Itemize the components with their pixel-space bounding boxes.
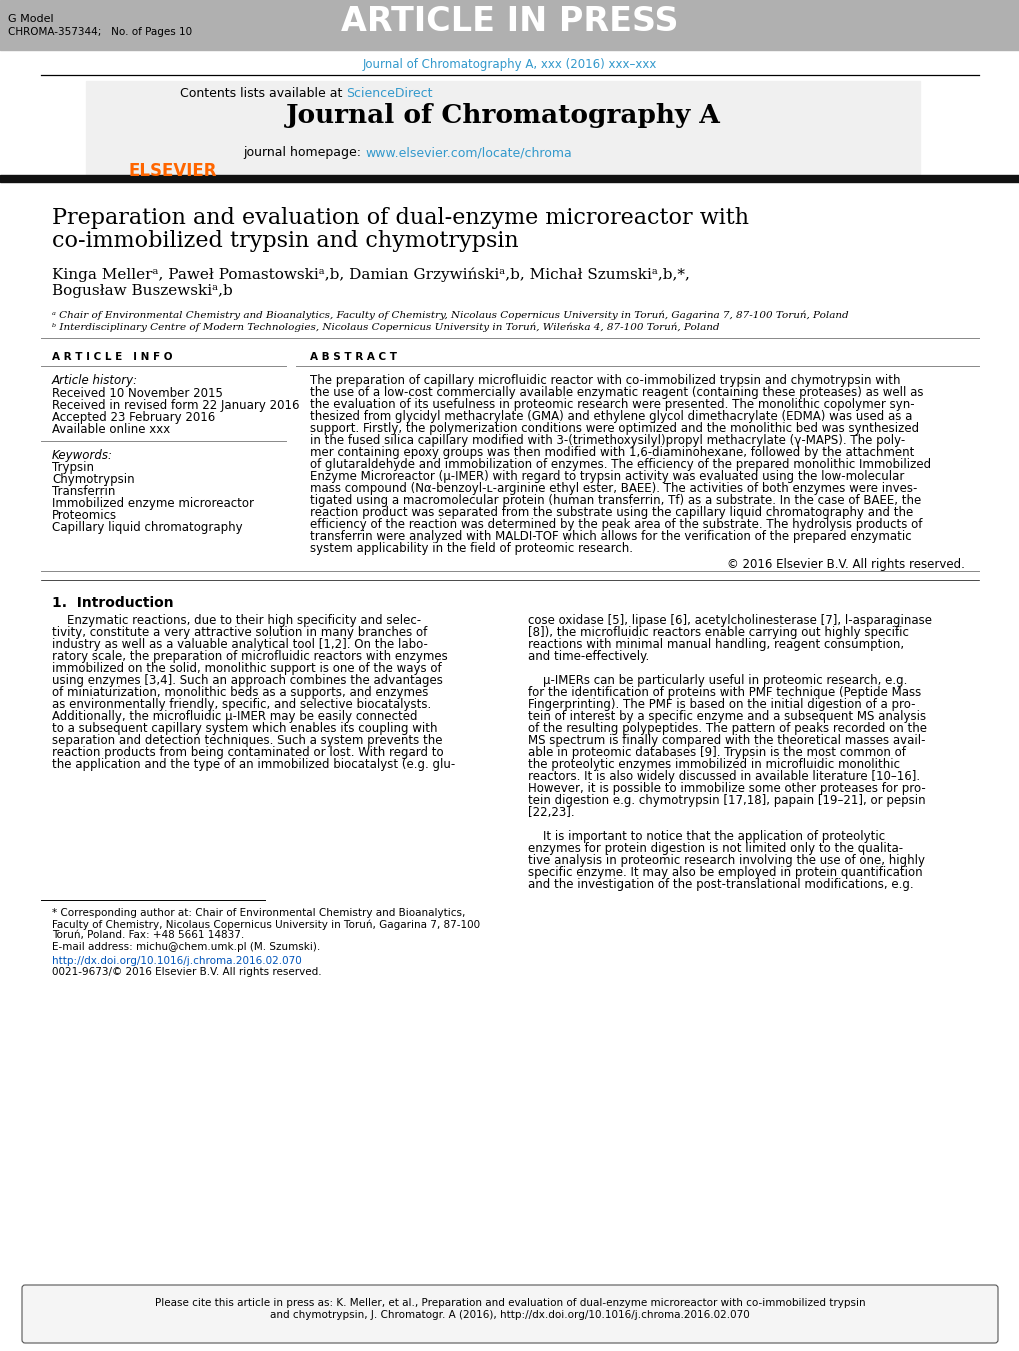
Text: reaction product was separated from the substrate using the capillary liquid chr: reaction product was separated from the … xyxy=(310,507,912,519)
Text: Preparation and evaluation of dual-enzyme microreactor with: Preparation and evaluation of dual-enzym… xyxy=(52,207,748,230)
Text: Fingerprinting). The PMF is based on the initial digestion of a pro-: Fingerprinting). The PMF is based on the… xyxy=(528,698,915,711)
Text: Contents lists available at: Contents lists available at xyxy=(179,86,345,100)
Text: http://dx.doi.org/10.1016/j.chroma.2016.02.070: http://dx.doi.org/10.1016/j.chroma.2016.… xyxy=(52,957,302,966)
Text: tivity, constitute a very attractive solution in many branches of: tivity, constitute a very attractive sol… xyxy=(52,626,427,639)
Text: * Corresponding author at: Chair of Environmental Chemistry and Bioanalytics,: * Corresponding author at: Chair of Envi… xyxy=(52,908,465,917)
Text: reaction products from being contaminated or lost. With regard to: reaction products from being contaminate… xyxy=(52,746,443,759)
Text: ELSEVIER: ELSEVIER xyxy=(127,162,216,180)
Text: reactors. It is also widely discussed in available literature [10–16].: reactors. It is also widely discussed in… xyxy=(528,770,919,784)
Text: ScienceDirect: ScienceDirect xyxy=(345,86,432,100)
Text: able in proteomic databases [9]. Trypsin is the most common of: able in proteomic databases [9]. Trypsin… xyxy=(528,746,905,759)
Text: efficiency of the reaction was determined by the peak area of the substrate. The: efficiency of the reaction was determine… xyxy=(310,517,921,531)
Text: mer containing epoxy groups was then modified with 1,6-diaminohexane, followed b: mer containing epoxy groups was then mod… xyxy=(310,446,913,459)
Text: immobilized on the solid, monolithic support is one of the ways of: immobilized on the solid, monolithic sup… xyxy=(52,662,441,676)
Text: Proteomics: Proteomics xyxy=(52,509,117,521)
Text: co-immobilized trypsin and chymotrypsin: co-immobilized trypsin and chymotrypsin xyxy=(52,230,518,253)
Text: © 2016 Elsevier B.V. All rights reserved.: © 2016 Elsevier B.V. All rights reserved… xyxy=(727,558,964,571)
Text: mass compound (Nα-benzoyl-ʟ-arginine ethyl ester, BAEE). The activities of both : mass compound (Nα-benzoyl-ʟ-arginine eth… xyxy=(310,482,916,494)
Text: to a subsequent capillary system which enables its coupling with: to a subsequent capillary system which e… xyxy=(52,721,437,735)
Text: Received in revised form 22 January 2016: Received in revised form 22 January 2016 xyxy=(52,399,300,412)
Text: Trypsin: Trypsin xyxy=(52,461,94,474)
Text: CHROMA-357344;   No. of Pages 10: CHROMA-357344; No. of Pages 10 xyxy=(8,27,192,36)
Text: as environmentally friendly, specific, and selective biocatalysts.: as environmentally friendly, specific, a… xyxy=(52,698,431,711)
Text: ᵃ Chair of Environmental Chemistry and Bioanalytics, Faculty of Chemistry, Nicol: ᵃ Chair of Environmental Chemistry and B… xyxy=(52,309,848,319)
Text: G Model: G Model xyxy=(8,14,54,24)
Text: Journal of Chromatography A, xxx (2016) xxx–xxx: Journal of Chromatography A, xxx (2016) … xyxy=(363,58,656,72)
Text: transferrin were analyzed with MALDI-TOF which allows for the verification of th: transferrin were analyzed with MALDI-TOF… xyxy=(310,530,911,543)
Text: Accepted 23 February 2016: Accepted 23 February 2016 xyxy=(52,411,215,424)
Text: the application and the type of an immobilized biocatalyst (e.g. glu-: the application and the type of an immob… xyxy=(52,758,454,771)
Text: [8]), the microfluidic reactors enable carrying out highly specific: [8]), the microfluidic reactors enable c… xyxy=(528,626,908,639)
Text: MS spectrum is finally compared with the theoretical masses avail-: MS spectrum is finally compared with the… xyxy=(528,734,924,747)
Bar xyxy=(86,81,919,174)
Text: 0021-9673/© 2016 Elsevier B.V. All rights reserved.: 0021-9673/© 2016 Elsevier B.V. All right… xyxy=(52,967,321,977)
Text: the use of a low-cost commercially available enzymatic reagent (containing these: the use of a low-cost commercially avail… xyxy=(310,386,922,399)
Text: and time-effectively.: and time-effectively. xyxy=(528,650,649,663)
Text: Bogusław Buszewskiᵃ,b: Bogusław Buszewskiᵃ,b xyxy=(52,284,232,299)
Text: Enzyme Microreactor (μ-IMER) with regard to trypsin activity was evaluated using: Enzyme Microreactor (μ-IMER) with regard… xyxy=(310,470,904,484)
Text: separation and detection techniques. Such a system prevents the: separation and detection techniques. Suc… xyxy=(52,734,442,747)
Text: reactions with minimal manual handling, reagent consumption,: reactions with minimal manual handling, … xyxy=(528,638,903,651)
Text: thesized from glycidyl methacrylate (GMA) and ethylene glycol dimethacrylate (ED: thesized from glycidyl methacrylate (GMA… xyxy=(310,409,911,423)
Text: Capillary liquid chromatography: Capillary liquid chromatography xyxy=(52,521,243,534)
Text: Please cite this article in press as: K. Meller, et al., Preparation and evaluat: Please cite this article in press as: K.… xyxy=(155,1298,864,1308)
Text: Chymotrypsin: Chymotrypsin xyxy=(52,473,135,486)
Text: the evaluation of its usefulness in proteomic research were presented. The monol: the evaluation of its usefulness in prot… xyxy=(310,399,914,411)
Text: It is important to notice that the application of proteolytic: It is important to notice that the appli… xyxy=(528,830,884,843)
Bar xyxy=(0,0,1019,50)
Text: and the investigation of the post-translational modifications, e.g.: and the investigation of the post-transl… xyxy=(528,878,913,892)
Text: ᵇ Interdisciplinary Centre of Modern Technologies, Nicolaus Copernicus Universit: ᵇ Interdisciplinary Centre of Modern Tec… xyxy=(52,323,718,332)
Text: enzymes for protein digestion is not limited only to the qualita-: enzymes for protein digestion is not lim… xyxy=(528,842,902,855)
Text: Enzymatic reactions, due to their high specificity and selec-: Enzymatic reactions, due to their high s… xyxy=(52,613,421,627)
Text: ratory scale, the preparation of microfluidic reactors with enzymes: ratory scale, the preparation of microfl… xyxy=(52,650,447,663)
Text: in the fused silica capillary modified with 3-(trimethoxysilyl)propyl methacryla: in the fused silica capillary modified w… xyxy=(310,434,905,447)
Text: using enzymes [3,4]. Such an approach combines the advantages: using enzymes [3,4]. Such an approach co… xyxy=(52,674,442,688)
Text: Immobilized enzyme microreactor: Immobilized enzyme microreactor xyxy=(52,497,254,509)
Text: industry as well as a valuable analytical tool [1,2]. On the labo-: industry as well as a valuable analytica… xyxy=(52,638,427,651)
Text: system applicability in the field of proteomic research.: system applicability in the field of pro… xyxy=(310,542,633,555)
Text: www.elsevier.com/locate/chroma: www.elsevier.com/locate/chroma xyxy=(365,146,572,159)
Text: specific enzyme. It may also be employed in protein quantification: specific enzyme. It may also be employed… xyxy=(528,866,922,880)
Text: 1.  Introduction: 1. Introduction xyxy=(52,596,173,611)
Text: for the identification of proteins with PMF technique (Peptide Mass: for the identification of proteins with … xyxy=(528,686,920,698)
Bar xyxy=(0,176,1019,182)
Text: tive analysis in proteomic research involving the use of one, highly: tive analysis in proteomic research invo… xyxy=(528,854,924,867)
Text: Toruń, Poland. Fax: +48 5661 14837.: Toruń, Poland. Fax: +48 5661 14837. xyxy=(52,929,244,940)
Text: of miniaturization, monolithic beds as a supports, and enzymes: of miniaturization, monolithic beds as a… xyxy=(52,686,428,698)
Text: Transferrin: Transferrin xyxy=(52,485,115,499)
Text: [22,23].: [22,23]. xyxy=(528,807,574,819)
Text: μ-IMERs can be particularly useful in proteomic research, e.g.: μ-IMERs can be particularly useful in pr… xyxy=(528,674,907,688)
Text: tein of interest by a specific enzyme and a subsequent MS analysis: tein of interest by a specific enzyme an… xyxy=(528,711,925,723)
Text: and chymotrypsin, J. Chromatogr. A (2016), http://dx.doi.org/10.1016/j.chroma.20: and chymotrypsin, J. Chromatogr. A (2016… xyxy=(270,1310,749,1320)
Text: E-mail address: michu@chem.umk.pl (M. Szumski).: E-mail address: michu@chem.umk.pl (M. Sz… xyxy=(52,942,320,952)
Text: support. Firstly, the polymerization conditions were optimized and the monolithi: support. Firstly, the polymerization con… xyxy=(310,422,918,435)
Text: A R T I C L E   I N F O: A R T I C L E I N F O xyxy=(52,353,172,362)
Text: Received 10 November 2015: Received 10 November 2015 xyxy=(52,386,223,400)
Text: of the resulting polypeptides. The pattern of peaks recorded on the: of the resulting polypeptides. The patte… xyxy=(528,721,926,735)
Text: Kinga Mellerᵃ, Paweł Pomastowskiᵃ,b, Damian Grzywińskiᵃ,b, Michał Szumskiᵃ,b,*,: Kinga Mellerᵃ, Paweł Pomastowskiᵃ,b, Dam… xyxy=(52,267,689,281)
FancyBboxPatch shape xyxy=(22,1285,997,1343)
Text: Available online xxx: Available online xxx xyxy=(52,423,170,436)
Text: Article history:: Article history: xyxy=(52,374,138,386)
Text: The preparation of capillary microfluidic reactor with co-immobilized trypsin an: The preparation of capillary microfluidi… xyxy=(310,374,900,386)
Text: of glutaraldehyde and immobilization of enzymes. The efficiency of the prepared : of glutaraldehyde and immobilization of … xyxy=(310,458,930,471)
Text: Faculty of Chemistry, Nicolaus Copernicus University in Toruń, Gagarina 7, 87-10: Faculty of Chemistry, Nicolaus Copernicu… xyxy=(52,919,480,929)
Text: Additionally, the microfluidic μ-IMER may be easily connected: Additionally, the microfluidic μ-IMER ma… xyxy=(52,711,417,723)
Text: Keywords:: Keywords: xyxy=(52,449,113,462)
Text: However, it is possible to immobilize some other proteases for pro-: However, it is possible to immobilize so… xyxy=(528,782,925,794)
Text: cose oxidase [5], lipase [6], acetylcholinesterase [7], l-asparaginase: cose oxidase [5], lipase [6], acetylchol… xyxy=(528,613,931,627)
Text: journal homepage:: journal homepage: xyxy=(243,146,365,159)
Text: tein digestion e.g. chymotrypsin [17,18], papain [19–21], or pepsin: tein digestion e.g. chymotrypsin [17,18]… xyxy=(528,794,924,807)
Text: ARTICLE IN PRESS: ARTICLE IN PRESS xyxy=(341,5,678,38)
Text: A B S T R A C T: A B S T R A C T xyxy=(310,353,396,362)
Text: the proteolytic enzymes immobilized in microfluidic monolithic: the proteolytic enzymes immobilized in m… xyxy=(528,758,899,771)
Text: Journal of Chromatography A: Journal of Chromatography A xyxy=(285,103,719,128)
Text: tigated using a macromolecular protein (human transferrin, Tf) as a substrate. I: tigated using a macromolecular protein (… xyxy=(310,494,920,507)
